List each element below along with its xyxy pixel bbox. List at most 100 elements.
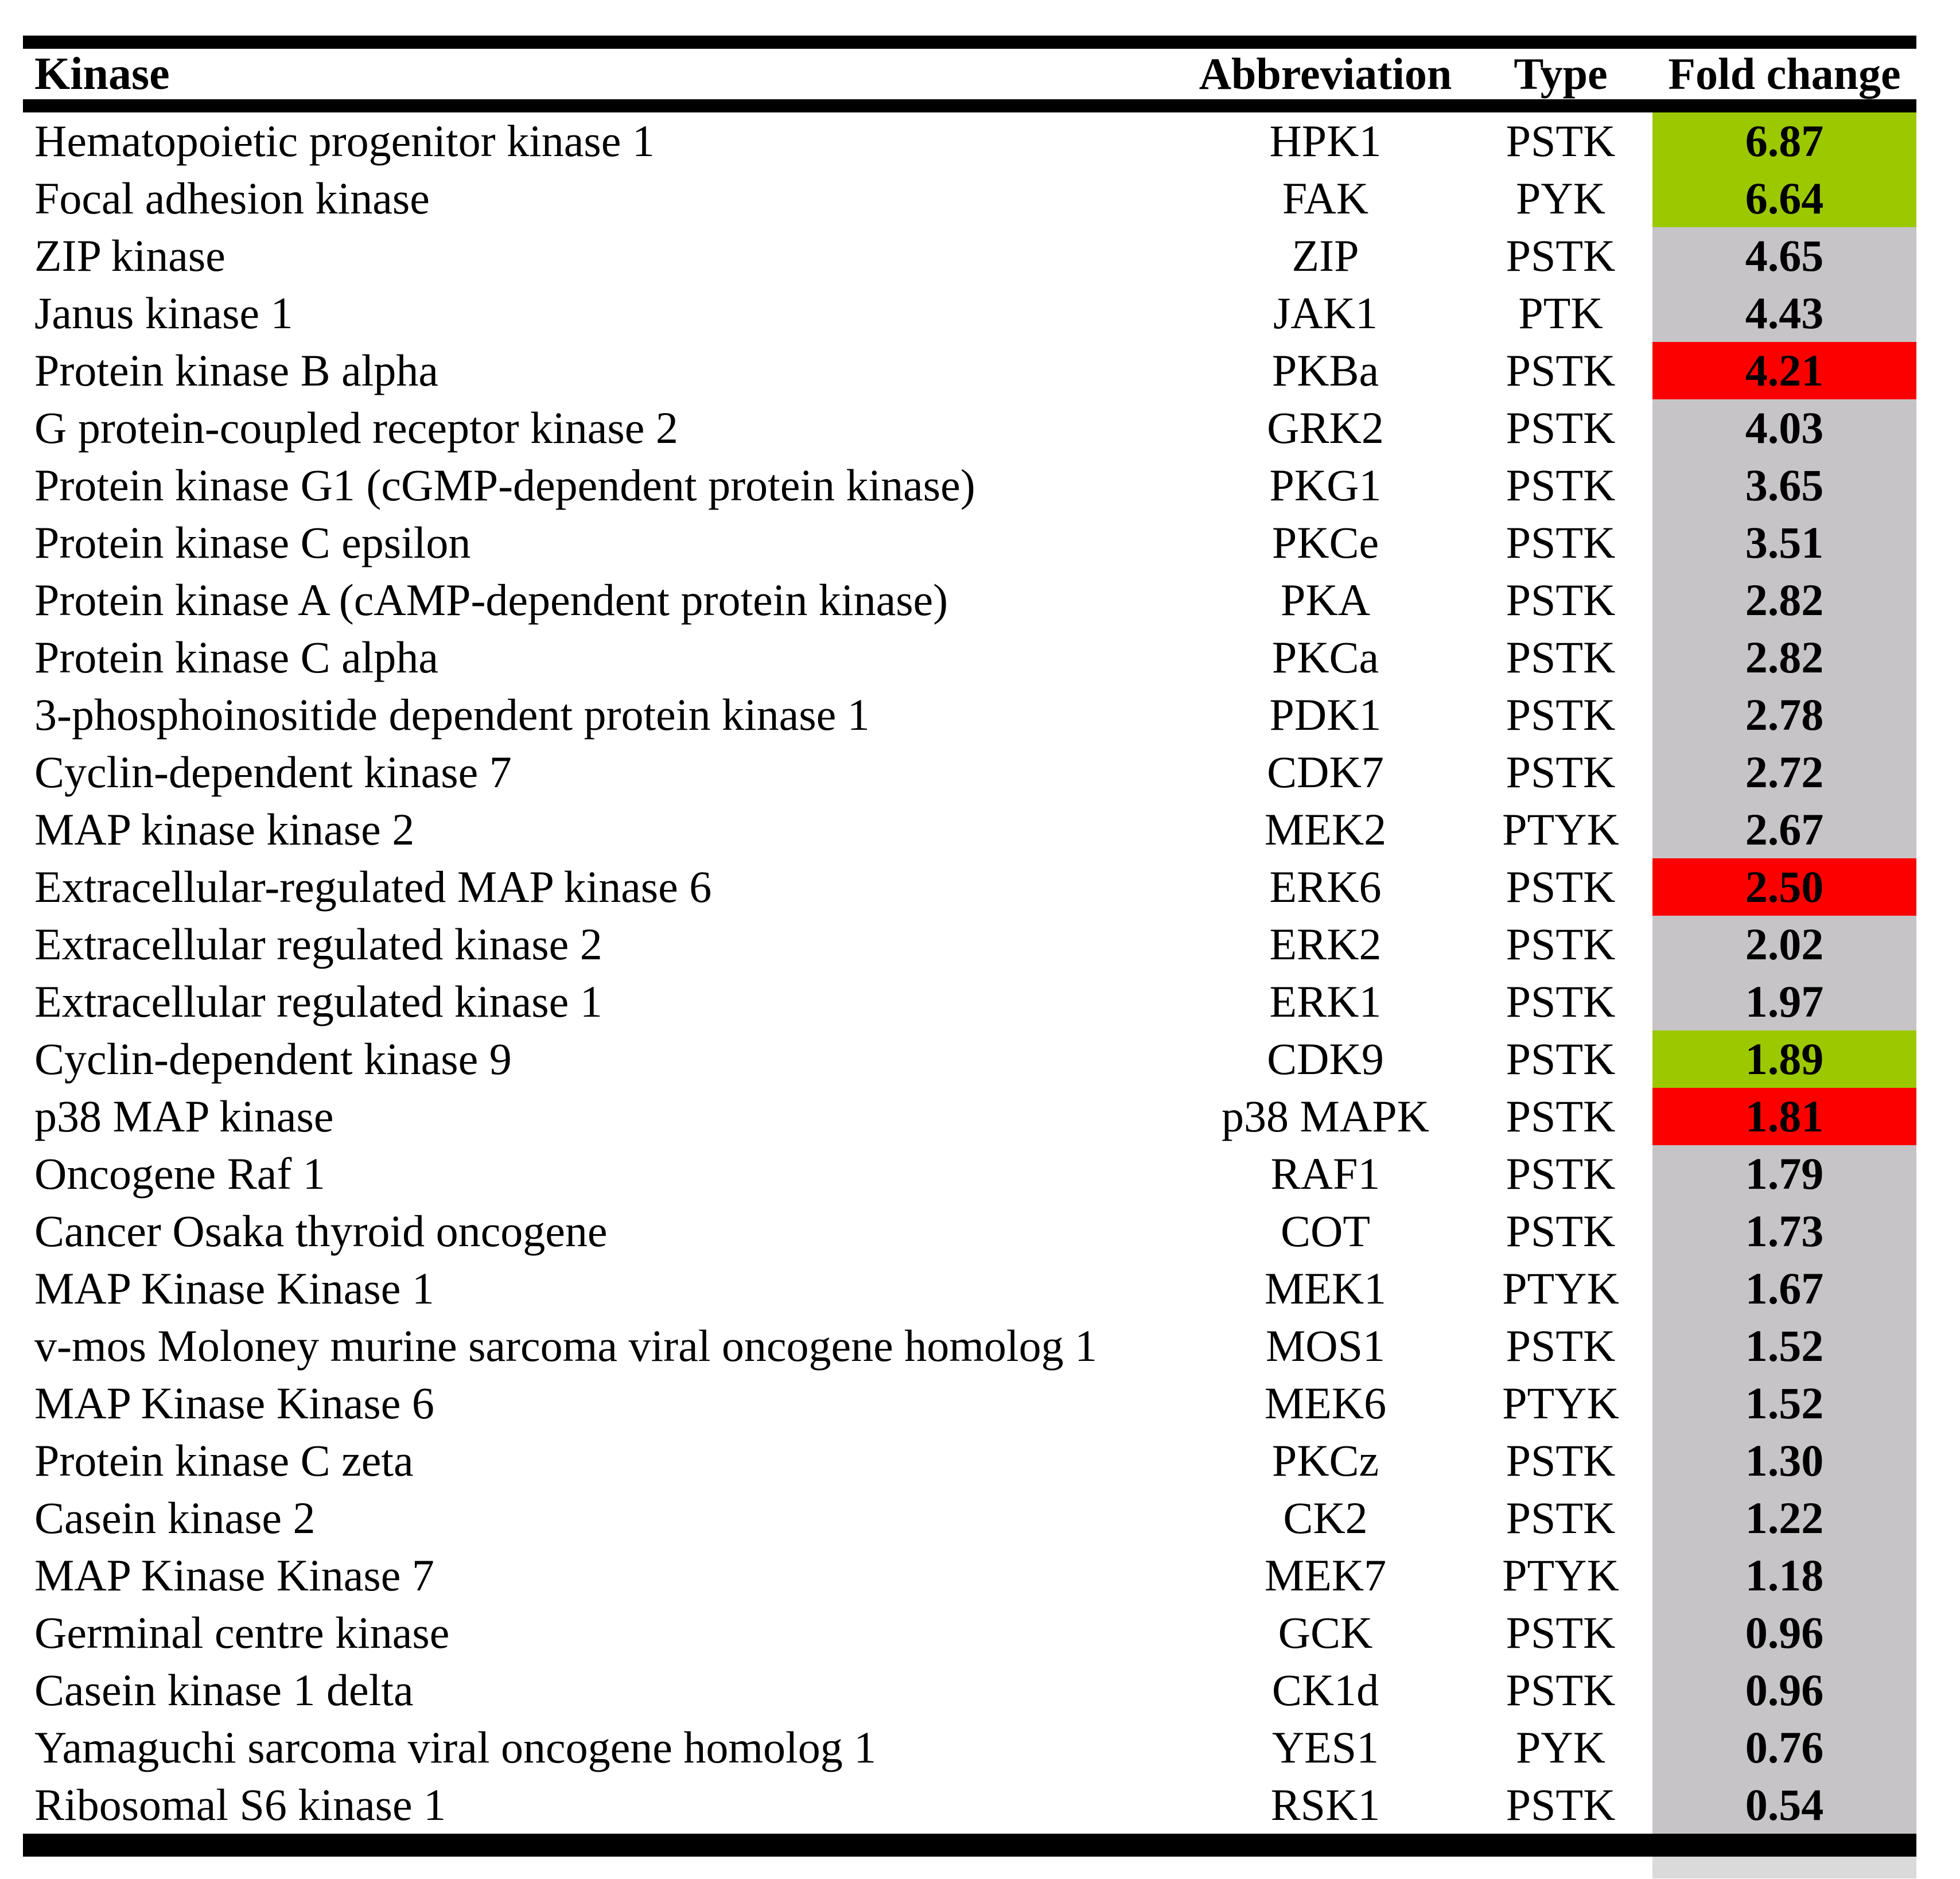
kinase-name-cell: p38 MAP kinase (34, 1091, 334, 1141)
abbreviation-cell: RAF1 (1270, 1149, 1380, 1199)
abbreviation-cell: RSK1 (1270, 1780, 1380, 1830)
fold-change-cell: 0.54 (1652, 1776, 1916, 1834)
kinase-name-cell: Casein kinase 1 delta (34, 1665, 414, 1715)
kinase-name-cell: Protein kinase B alpha (34, 345, 439, 395)
table-row: Extracellular regulated kinase 2 ERK2 PSTK… (23, 916, 1916, 973)
abbreviation-cell: PDK1 (1269, 690, 1382, 740)
fold-change-cell: 4.21 (1652, 342, 1916, 399)
abbreviation-cell: HPK1 (1269, 116, 1382, 166)
kinase-name-cell: G protein-coupled receptor kinase 2 (34, 403, 678, 453)
kinase-name-cell: Extracellular regulated kinase 1 (34, 977, 602, 1026)
kinase-name-cell: 3-phosphoinositide dependent protein kin… (34, 690, 870, 740)
type-cell: PSTK (1506, 977, 1616, 1026)
table-row: Germinal centre kinase GCK PSTK 0.96 (23, 1604, 1916, 1662)
fold-change-cell: 1.81 (1652, 1088, 1916, 1145)
abbreviation-cell: PKG1 (1269, 460, 1382, 510)
type-cell: PSTK (1506, 1091, 1616, 1141)
table-row: Oncogene Raf 1 RAF1 PSTK 1.79 (23, 1145, 1916, 1203)
type-cell: PTYK (1502, 1550, 1619, 1600)
abbreviation-cell: PKBa (1271, 345, 1379, 395)
type-cell: PSTK (1506, 1493, 1616, 1543)
abbreviation-cell: MEK6 (1264, 1378, 1387, 1428)
type-cell: PSTK (1506, 231, 1616, 281)
type-cell: PSTK (1506, 575, 1616, 625)
col-header-abbreviation: Abbreviation (1199, 49, 1452, 99)
fold-change-cell: 1.73 (1652, 1203, 1916, 1260)
table-row: MAP Kinase Kinase 1 MEK1 PTYK 1.67 (23, 1260, 1916, 1317)
type-cell: PYK (1515, 1722, 1606, 1772)
table-row: 3-phosphoinositide dependent protein kin… (23, 686, 1916, 744)
type-cell: PSTK (1506, 1034, 1616, 1084)
kinase-name-cell: Germinal centre kinase (34, 1608, 450, 1658)
type-cell: PSTK (1506, 919, 1616, 969)
fold-change-cell: 2.50 (1652, 858, 1916, 916)
type-cell: PSTK (1506, 116, 1616, 166)
abbreviation-cell: GCK (1278, 1608, 1373, 1658)
fold-change-cell: 2.78 (1652, 686, 1916, 744)
table-row: G protein-coupled receptor kinase 2 GRK2 P… (23, 399, 1916, 457)
fold-change-cell: 4.43 (1652, 285, 1916, 342)
fold-change-cell: 2.02 (1652, 916, 1916, 973)
abbreviation-cell: ERK2 (1269, 919, 1382, 969)
type-cell: PSTK (1506, 1149, 1616, 1199)
fold-change-cell: 1.30 (1652, 1432, 1916, 1489)
fold-change-cell: 3.51 (1652, 514, 1916, 571)
kinase-name-cell: Janus kinase 1 (34, 288, 293, 338)
abbreviation-cell: JAK1 (1273, 288, 1378, 338)
type-cell: PSTK (1506, 1608, 1616, 1658)
kinase-name-cell: MAP Kinase Kinase 6 (34, 1378, 434, 1428)
abbreviation-cell: MEK1 (1264, 1263, 1387, 1313)
table-row: ZIP kinase ZIP PSTK 4.65 (23, 227, 1916, 285)
fold-change-cell: 1.79 (1652, 1145, 1916, 1203)
abbreviation-cell: PKCe (1271, 518, 1379, 567)
type-cell: PSTK (1506, 1321, 1616, 1371)
type-cell: PSTK (1506, 1780, 1616, 1830)
fold-change-cell: 1.52 (1652, 1317, 1916, 1375)
abbreviation-cell: CDK7 (1267, 747, 1384, 797)
fold-change-cell: 1.52 (1652, 1375, 1916, 1432)
kinase-name-cell: Protein kinase C zeta (34, 1435, 414, 1485)
fold-change-cell: 3.65 (1652, 457, 1916, 514)
table-row: Protein kinase B alpha PKBa PSTK 4.21 (23, 342, 1916, 399)
kinase-name-cell: Focal adhesion kinase (34, 173, 430, 223)
table-row: Casein kinase 2 CK2 PSTK 1.22 (23, 1489, 1916, 1547)
fold-change-cell: 4.03 (1652, 399, 1916, 457)
fold-change-cell: 1.18 (1652, 1547, 1916, 1604)
type-cell: PSTK (1506, 690, 1616, 740)
table-bottom-rule (23, 1834, 1916, 1857)
type-cell: PSTK (1506, 460, 1616, 510)
abbreviation-cell: PKA (1280, 575, 1371, 625)
kinase-name-cell: Protein kinase A (cAMP-dependent protein… (34, 575, 948, 625)
col-header-fold-change: Fold change (1668, 49, 1901, 99)
kinase-name-cell: Protein kinase C epsilon (34, 518, 471, 567)
type-cell: PSTK (1506, 1206, 1616, 1256)
fold-change-cell: 6.87 (1652, 112, 1916, 170)
type-cell: PTK (1518, 288, 1603, 338)
abbreviation-cell: FAK (1282, 173, 1369, 223)
kinase-name-cell: MAP Kinase Kinase 1 (34, 1263, 434, 1313)
kinase-name-cell: Protein kinase C alpha (34, 632, 439, 682)
kinase-name-cell: Yamaguchi sarcoma viral oncogene homolog… (34, 1722, 877, 1772)
type-cell: PSTK (1506, 1435, 1616, 1485)
table-row: MAP Kinase Kinase 6 MEK6 PTYK 1.52 (23, 1375, 1916, 1432)
table-row: Extracellular-regulated MAP kinase 6 ERK6… (23, 858, 1916, 916)
kinase-name-cell: Cyclin-dependent kinase 9 (34, 1034, 512, 1084)
table-row: Yamaguchi sarcoma viral oncogene homolog… (23, 1719, 1916, 1776)
kinase-name-cell: Cancer Osaka thyroid oncogene (34, 1206, 608, 1256)
abbreviation-cell: MOS1 (1265, 1321, 1386, 1371)
fold-change-cell: 0.76 (1652, 1719, 1916, 1776)
table-top-rule (23, 36, 1916, 49)
abbreviation-cell: MEK7 (1264, 1550, 1387, 1600)
table-row: Protein kinase C alpha PKCa PSTK 2.82 (23, 629, 1916, 686)
abbreviation-cell: CDK9 (1267, 1034, 1384, 1084)
type-cell: PSTK (1506, 403, 1616, 453)
table-row: Extracellular regulated kinase 1 ERK1 PSTK… (23, 973, 1916, 1030)
kinase-name-cell: v-mos Moloney murine sarcoma viral oncog… (34, 1321, 1098, 1371)
kinase-name-cell: MAP kinase kinase 2 (34, 804, 415, 854)
abbreviation-cell: MEK2 (1264, 804, 1387, 854)
fold-change-cell: 2.67 (1652, 801, 1916, 858)
table-row: Protein kinase A (cAMP-dependent protein… (23, 571, 1916, 629)
table-row: Protein kinase C epsilon PKCe PSTK 3.51 (23, 514, 1916, 571)
type-cell: PSTK (1506, 862, 1616, 912)
fold-change-cell: 2.82 (1652, 571, 1916, 629)
